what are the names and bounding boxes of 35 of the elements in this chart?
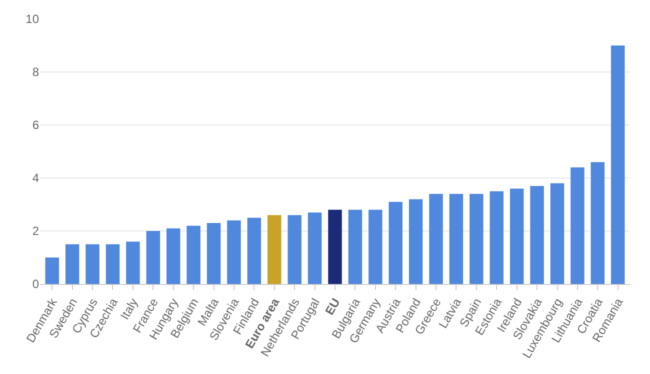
y-tick-label: 8 bbox=[32, 65, 40, 80]
bar bbox=[45, 258, 59, 284]
y-tick-label: 10 bbox=[26, 12, 40, 26]
y-tick-label: 4 bbox=[32, 171, 40, 186]
bar bbox=[470, 194, 484, 284]
bar bbox=[86, 244, 100, 284]
bar bbox=[146, 231, 160, 284]
bar bbox=[429, 194, 443, 284]
bar bbox=[368, 210, 382, 284]
bar bbox=[348, 210, 362, 284]
bar bbox=[550, 183, 564, 284]
y-tick-label: 2 bbox=[32, 224, 40, 238]
bar bbox=[510, 188, 524, 284]
bar bbox=[65, 244, 80, 284]
y-tick-label: 0 bbox=[32, 277, 40, 292]
bar bbox=[206, 223, 221, 284]
bar bbox=[106, 244, 120, 284]
bar bbox=[490, 191, 504, 284]
bar bbox=[227, 220, 241, 284]
bar bbox=[530, 186, 544, 284]
bar bbox=[590, 162, 605, 284]
bar bbox=[328, 210, 342, 284]
bar bbox=[288, 215, 302, 284]
bar bbox=[308, 212, 322, 284]
bar bbox=[449, 194, 464, 284]
bar bbox=[166, 228, 180, 284]
bar bbox=[408, 199, 423, 284]
bar bbox=[388, 202, 402, 284]
bar bbox=[570, 167, 584, 284]
bar bbox=[186, 226, 200, 284]
y-tick-label: 6 bbox=[32, 118, 40, 132]
bar bbox=[126, 242, 140, 284]
bar bbox=[247, 218, 262, 284]
bar bbox=[268, 215, 282, 284]
bar bbox=[611, 46, 625, 284]
